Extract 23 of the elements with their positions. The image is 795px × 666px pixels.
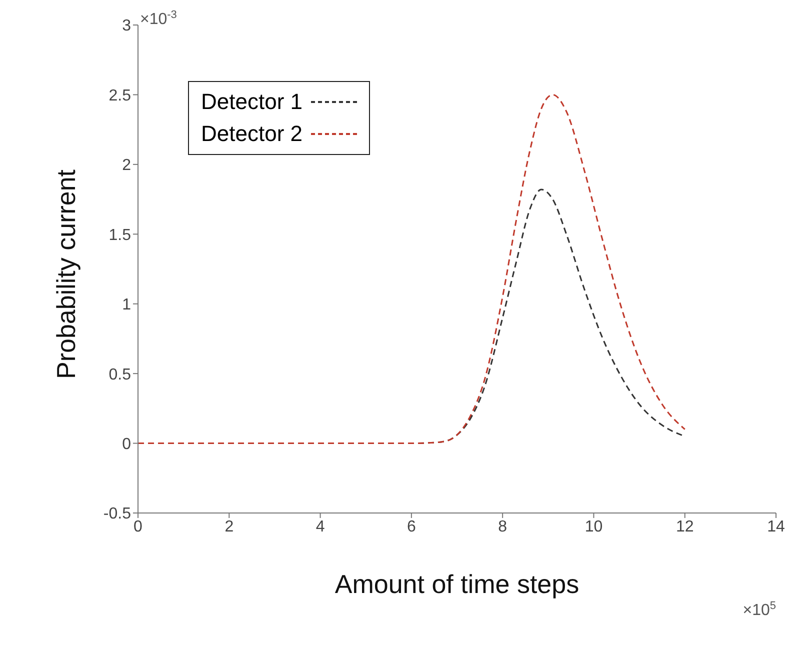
x-tick-label: 2 xyxy=(224,518,234,536)
y-tick-label: 1 xyxy=(122,296,132,314)
x-tick-label: 0 xyxy=(134,518,143,536)
x-tick-label: 14 xyxy=(767,518,785,536)
x-tick-label: 12 xyxy=(676,518,694,536)
line-series xyxy=(138,94,686,444)
y-tick-label: -0.5 xyxy=(103,506,132,523)
x-tick-label: 6 xyxy=(406,518,416,536)
y-tick-label: 1.5 xyxy=(108,226,132,244)
text: ×10$^{5}$ xyxy=(742,600,776,619)
y-tick-label: 3 xyxy=(122,18,132,35)
x-tick-label: 8 xyxy=(498,518,508,536)
legend-label: Detector 1 xyxy=(201,88,302,116)
x-tick-label: 4 xyxy=(316,518,325,536)
y-tick-label: 0 xyxy=(122,436,132,453)
legend-label: Detector 2 xyxy=(201,120,302,148)
y-tick-label: 2.5 xyxy=(108,87,132,104)
x-tick-label: 10 xyxy=(584,518,603,536)
x-axis-title: Amount of time steps xyxy=(334,569,580,599)
y-axis-title: Probability current xyxy=(51,168,82,379)
annotation: ×10$^{-3}$ xyxy=(140,9,177,28)
y-tick-label: 0.5 xyxy=(108,366,132,384)
y-tick-label: 2 xyxy=(122,157,132,174)
